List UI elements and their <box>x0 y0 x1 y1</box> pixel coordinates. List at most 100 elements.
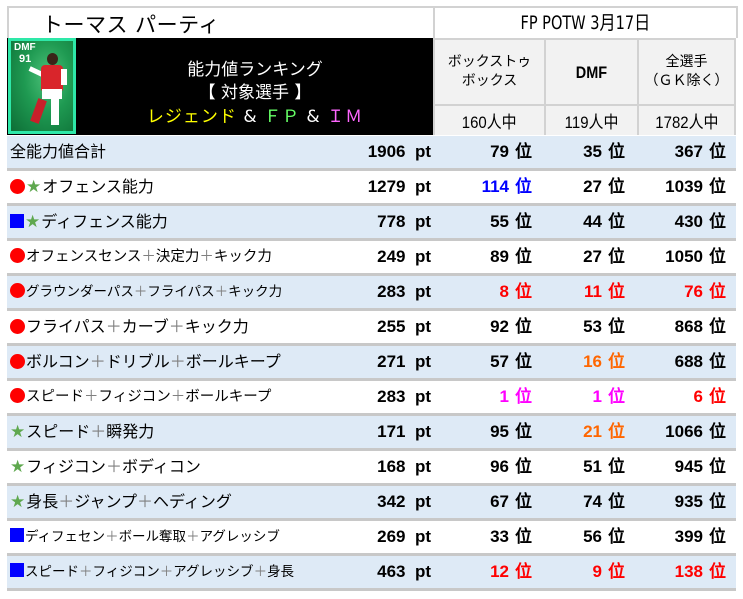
stat-points: 249 pt <box>377 247 431 266</box>
red-circle-icon <box>10 283 25 298</box>
stat-points: 342 pt <box>377 492 431 511</box>
rank-value: 74 <box>583 492 602 511</box>
rank-box-to-box: 95 位 <box>490 416 532 448</box>
rank-value: 9 <box>592 562 602 581</box>
banner-title: 能力値ランキング <box>187 60 323 80</box>
target-legend: レジェンド <box>146 107 237 127</box>
rank-all-players: 399 位 <box>675 521 726 553</box>
table-row: オフェンスセンス＋決定力＋キック力 249 pt 89 位 27 位 1050 位 <box>7 241 736 276</box>
player-image-part <box>47 53 58 65</box>
stat-label-part: ボールキープ <box>185 389 272 405</box>
stat-rows: 全能力値合計 1906 pt 79 位 35 位 367 位 ★オフェンス能力 1279 pt 11… <box>7 136 736 591</box>
rank-unit: 位 <box>515 527 532 546</box>
rank-unit: 位 <box>608 317 625 336</box>
rank-unit: 位 <box>608 492 625 511</box>
stat-label-part: オフェンスセンス <box>26 249 142 265</box>
rank-value: 1050 <box>665 247 703 266</box>
title-row: トーマス パーティ FP POTW 3月17日 <box>7 6 738 38</box>
plus-sign: ＋ <box>133 284 148 300</box>
plus-sign: ＋ <box>58 492 75 511</box>
stat-label-part: フィジコン <box>98 389 171 405</box>
table-row: 全能力値合計 1906 pt 79 位 35 位 367 位 <box>7 136 736 171</box>
column-count-all-players: 1782人中 <box>637 104 736 135</box>
table-row: スピード＋フィジコン＋アグレッシブ＋身長 463 pt 12 位 9 位 138 位 <box>7 556 736 591</box>
rank-value: 51 <box>583 457 602 476</box>
rank-box-to-box: 12 位 <box>490 556 532 588</box>
stat-label-part: ディフェンス能力 <box>41 212 168 231</box>
plus-sign: ＋ <box>253 564 268 580</box>
rank-value: 44 <box>583 212 602 231</box>
column-header-line: 全選手 <box>665 54 708 70</box>
stat-label: ★フィジコン＋ボディコン <box>10 451 201 483</box>
table-row: ★オフェンス能力 1279 pt 114 位 27 位 1039 位 <box>7 171 736 206</box>
rank-unit: 位 <box>515 457 532 476</box>
stat-points: 778 pt <box>377 212 431 231</box>
rank-all-players: 76 位 <box>684 276 726 308</box>
rank-value: 95 <box>490 422 509 441</box>
rank-box-to-box: 92 位 <box>490 311 532 343</box>
column-header-box-to-box: ボックストゥ ボックス <box>433 38 544 104</box>
rank-unit: 位 <box>709 282 726 301</box>
plus-sign: ＋ <box>170 389 186 405</box>
plus-sign: ＋ <box>186 529 200 545</box>
rank-unit: 位 <box>608 247 625 266</box>
rank-unit: 位 <box>608 142 625 161</box>
stat-points: 283 pt <box>377 387 431 406</box>
table-row: ★スピード＋瞬発力 171 pt 95 位 21 位 1066 位 <box>7 416 736 451</box>
rank-unit: 位 <box>515 492 532 511</box>
target-fp: ＦＰ <box>264 107 300 127</box>
rank-value: 27 <box>583 247 602 266</box>
table-row: グラウンダーパス＋フライパス＋キック力 283 pt 8 位 11 位 76 位 <box>7 276 736 311</box>
blue-square-icon <box>10 528 24 542</box>
stat-label-part: フィジコン <box>92 564 160 580</box>
plus-sign: ＋ <box>89 352 106 371</box>
rank-box-to-box: 55 位 <box>490 206 532 238</box>
stat-label-part: 身長 <box>267 564 295 580</box>
rank-dmf: 21 位 <box>583 416 625 448</box>
stat-points: 271 pt <box>377 352 431 371</box>
stat-label-part: オフェンス能力 <box>42 177 154 196</box>
rank-unit: 位 <box>515 177 532 196</box>
stat-points: 1279 pt <box>367 177 431 196</box>
stat-label-part: キック力 <box>213 249 272 265</box>
rank-unit: 位 <box>709 247 726 266</box>
column-header-all-players: 全選手 （ＧＫ除く） <box>637 38 736 104</box>
rank-value: 21 <box>583 422 602 441</box>
stat-points: 283 pt <box>377 282 431 301</box>
rank-all-players: 1050 位 <box>665 241 726 273</box>
rank-value: 16 <box>583 352 602 371</box>
stat-label-part: ボディコン <box>121 457 201 476</box>
event-cell: FP POTW 3月17日 <box>433 6 738 38</box>
rank-box-to-box: 67 位 <box>490 486 532 518</box>
stat-label-part: フィジコン <box>26 457 106 476</box>
plus-sign: ＋ <box>168 317 185 336</box>
column-count-dmf: 119人中 <box>544 104 637 135</box>
stat-label-part: アグレッシブ <box>199 529 280 545</box>
rank-value: 55 <box>490 212 509 231</box>
stat-label: ★スピード＋瞬発力 <box>10 416 154 448</box>
rank-value: 33 <box>490 527 509 546</box>
stat-points: 1906 pt <box>367 142 431 161</box>
rank-unit: 位 <box>515 317 532 336</box>
column-header-label: DMF <box>575 62 608 82</box>
stat-label: グラウンダーパス＋フライパス＋キック力 <box>10 276 282 308</box>
green-star-icon: ★ <box>26 177 42 197</box>
rank-unit: 位 <box>709 212 726 231</box>
stat-label: スピード＋フィジコン＋ボールキープ <box>10 381 271 413</box>
rank-box-to-box: 57 位 <box>490 346 532 378</box>
rank-dmf: 11 位 <box>584 276 625 308</box>
rank-value: 399 <box>674 527 703 546</box>
rank-value: 11 <box>584 282 602 301</box>
rank-unit: 位 <box>608 562 625 581</box>
stat-label-part: キック力 <box>184 317 249 336</box>
table-row: ★ディフェンス能力 778 pt 55 位 44 位 430 位 <box>7 206 736 241</box>
stat-label: 全能力値合計 <box>10 136 106 168</box>
rank-value: 76 <box>684 282 703 301</box>
rank-box-to-box: 89 位 <box>490 241 532 273</box>
column-header-dmf: DMF <box>544 38 637 104</box>
rank-dmf: 27 位 <box>583 171 625 203</box>
rank-unit: 位 <box>709 492 726 511</box>
